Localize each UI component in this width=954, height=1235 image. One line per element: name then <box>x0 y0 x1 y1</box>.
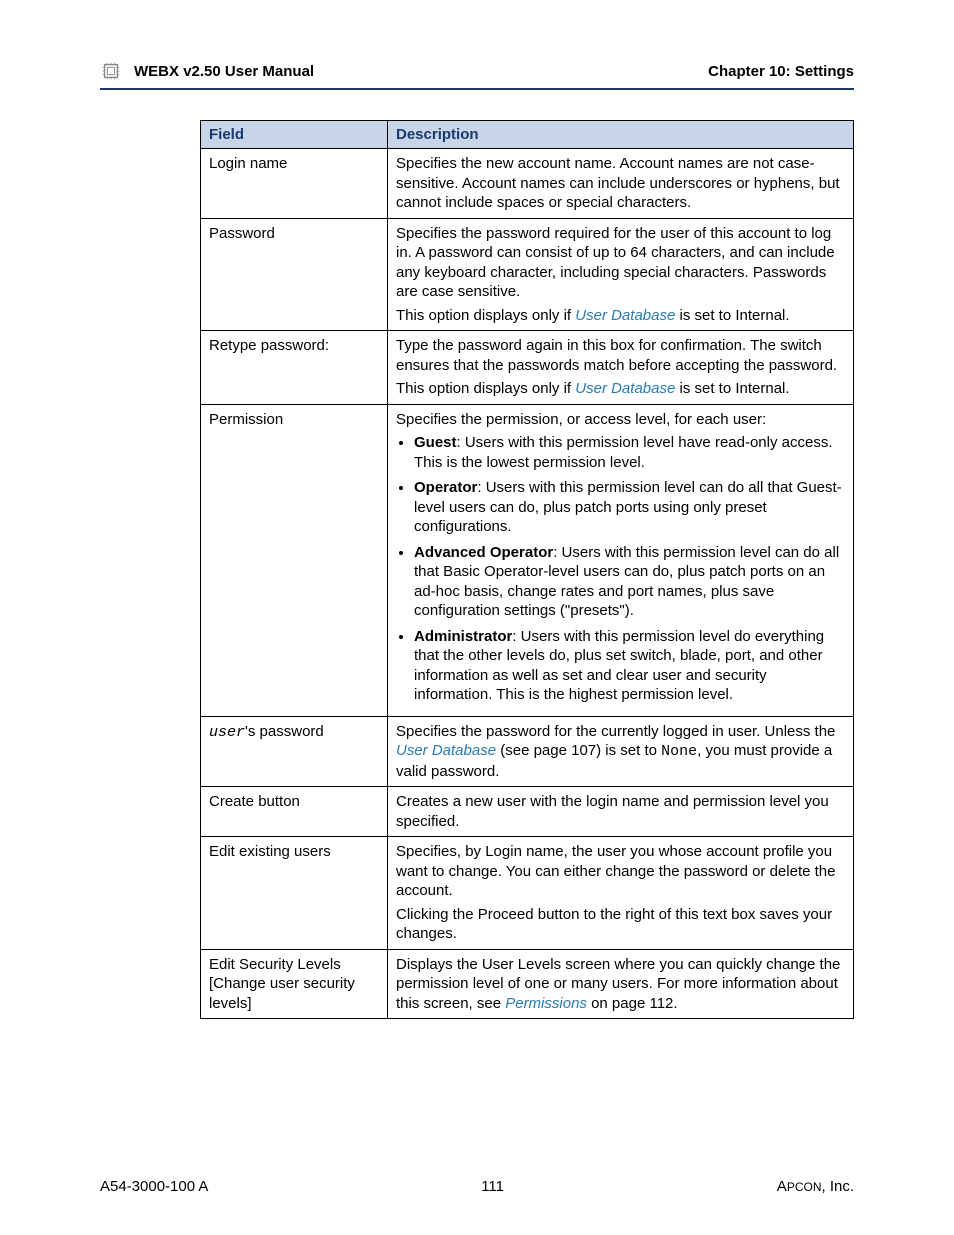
field-cell: Create button <box>201 787 388 837</box>
fields-table: Field Description Login name Specifies t… <box>200 120 854 1019</box>
list-item: Advanced Operator: Users with this permi… <box>414 543 845 621</box>
desc-cell: Specifies the password for the currently… <box>388 716 854 787</box>
desc-cell: Displays the User Levels screen where yo… <box>388 949 854 1019</box>
desc-cell: Specifies, by Login name, the user you w… <box>388 837 854 950</box>
user-database-link[interactable]: User Database <box>396 742 496 759</box>
field-cell: user's password <box>201 716 388 787</box>
permission-list: Guest: Users with this permission level … <box>396 433 845 705</box>
desc-cell: Specifies the permission, or access leve… <box>388 404 854 716</box>
field-cell: Permission <box>201 404 388 716</box>
field-cell: Edit Security Levels [Change user securi… <box>201 949 388 1019</box>
table-row: user's password Specifies the password f… <box>201 716 854 787</box>
desc-cell: Specifies the new account name. Account … <box>388 149 854 219</box>
desc-text: This option displays only if User Databa… <box>396 306 845 326</box>
desc-text: This option displays only if User Databa… <box>396 379 845 399</box>
desc-text: Type the password again in this box for … <box>396 336 845 375</box>
field-cell: Password <box>201 218 388 331</box>
desc-cell: Type the password again in this box for … <box>388 331 854 405</box>
manual-title: WEBX v2.50 User Manual <box>134 63 314 80</box>
page-header: WEBX v2.50 User Manual Chapter 10: Setti… <box>100 60 854 90</box>
desc-cell: Specifies the password required for the … <box>388 218 854 331</box>
col-header-field: Field <box>201 121 388 149</box>
chapter-title: Chapter 10: Settings <box>708 63 854 80</box>
footer-page-number: 111 <box>481 1178 504 1195</box>
field-cell: Edit existing users <box>201 837 388 950</box>
header-left: WEBX v2.50 User Manual <box>100 60 314 82</box>
table-row: Edit Security Levels [Change user securi… <box>201 949 854 1019</box>
table-row: Login name Specifies the new account nam… <box>201 149 854 219</box>
user-database-link[interactable]: User Database <box>575 307 675 324</box>
desc-text: Specifies the permission, or access leve… <box>396 410 845 430</box>
table-row: Create button Creates a new user with th… <box>201 787 854 837</box>
desc-cell: Creates a new user with the login name a… <box>388 787 854 837</box>
desc-text: Specifies, by Login name, the user you w… <box>396 842 845 901</box>
table-row: Password Specifies the password required… <box>201 218 854 331</box>
list-item: Operator: Users with this permission lev… <box>414 478 845 537</box>
desc-text: Specifies the password required for the … <box>396 224 845 302</box>
table-row: Retype password: Type the password again… <box>201 331 854 405</box>
footer-company: APCON, Inc. <box>777 1178 854 1195</box>
chip-icon <box>100 60 122 82</box>
table-row: Permission Specifies the permission, or … <box>201 404 854 716</box>
list-item: Administrator: Users with this permissio… <box>414 627 845 705</box>
col-header-description: Description <box>388 121 854 149</box>
field-cell: Retype password: <box>201 331 388 405</box>
table-row: Edit existing users Specifies, by Login … <box>201 837 854 950</box>
list-item: Guest: Users with this permission level … <box>414 433 845 472</box>
desc-text: Clicking the Proceed button to the right… <box>396 905 845 944</box>
user-database-link[interactable]: User Database <box>575 380 675 397</box>
field-cell: Login name <box>201 149 388 219</box>
page-footer: A54-3000-100 A 111 APCON, Inc. <box>100 1178 854 1195</box>
footer-doc-id: A54-3000-100 A <box>100 1178 208 1195</box>
permissions-link[interactable]: Permissions <box>505 995 587 1012</box>
